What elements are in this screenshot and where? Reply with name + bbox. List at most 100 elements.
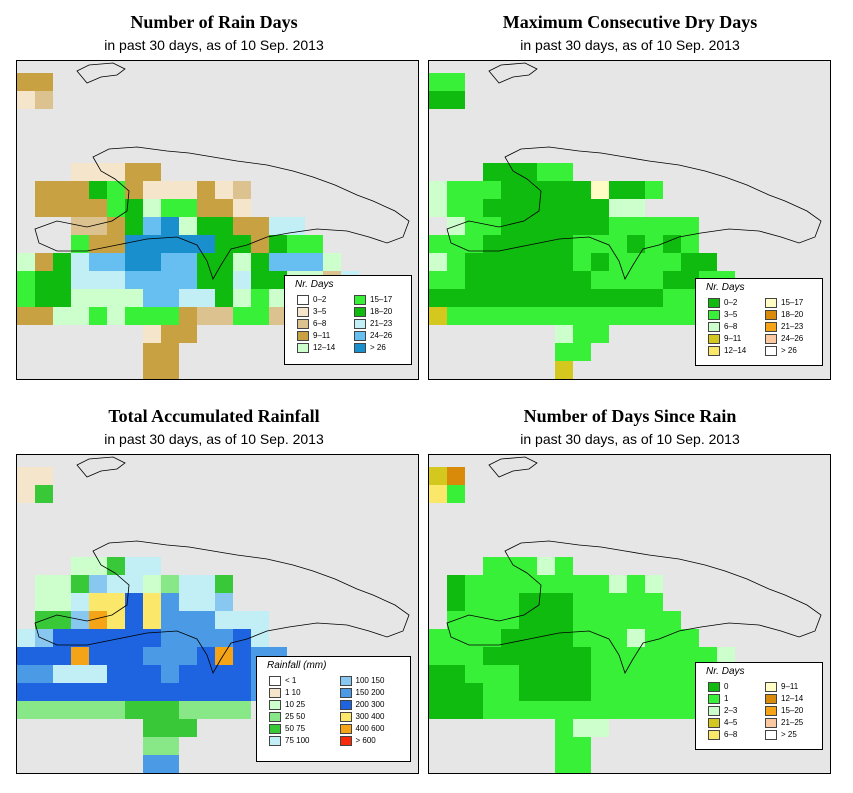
grid-cell	[107, 575, 125, 593]
legend-swatch	[339, 699, 352, 710]
grid-cell	[501, 611, 519, 629]
grid-cell	[215, 629, 233, 647]
grid-cell	[429, 467, 447, 485]
grid-cell	[53, 611, 71, 629]
legend-label: 400 600	[355, 724, 385, 733]
grid-cell	[215, 701, 233, 719]
legend-label: 75 100	[285, 736, 310, 745]
grid-cell	[591, 325, 609, 343]
map-rain-days	[16, 60, 419, 380]
grid-cell	[287, 235, 305, 253]
coastline	[488, 62, 538, 84]
grid-cell	[537, 683, 555, 701]
grid-cell	[573, 217, 591, 235]
legend-label: 15–17	[781, 298, 804, 307]
legend-item: 15–17	[765, 297, 803, 308]
grid-cell	[143, 343, 161, 361]
grid-cell	[555, 737, 573, 755]
grid-cell	[35, 575, 53, 593]
grid-cell	[681, 701, 699, 719]
grid-cell	[251, 307, 269, 325]
legend-label: 50 75	[285, 724, 306, 733]
grid-cell	[143, 181, 161, 199]
legend-swatch	[708, 717, 720, 728]
grid-cell	[53, 271, 71, 289]
legend-rain-days: Nr. Days 0–2 3–5 6–8 9–11 12–14 15–17 18–20 21–…	[284, 275, 412, 365]
grid-cell	[537, 593, 555, 611]
legend-label: 12–14	[781, 694, 804, 703]
grid-cell	[107, 253, 125, 271]
grid-cell	[197, 629, 215, 647]
grid-cell	[143, 647, 161, 665]
grid-cell	[143, 253, 161, 271]
grid-cell	[501, 665, 519, 683]
grid-cell	[609, 701, 627, 719]
grid-cell	[35, 629, 53, 647]
grid-cell	[53, 683, 71, 701]
map-grid-days-since-rain	[429, 456, 822, 773]
grid-cell	[35, 199, 53, 217]
legend-label: 24–26	[370, 331, 393, 340]
legend-item: < 1	[269, 675, 296, 686]
grid-cell	[645, 235, 663, 253]
map-grid-rainfall	[17, 456, 410, 773]
grid-cell	[627, 217, 645, 235]
legend-swatch	[708, 333, 720, 344]
map-days-since-rain	[428, 454, 831, 774]
grid-cell	[537, 163, 555, 181]
grid-cell	[197, 181, 215, 199]
grid-cell	[179, 253, 197, 271]
grid-cell	[555, 575, 573, 593]
grid-cell	[519, 611, 537, 629]
grid-cell	[125, 181, 143, 199]
legend-swatch	[354, 330, 366, 341]
grid-cell	[233, 217, 251, 235]
grid-cell	[537, 665, 555, 683]
legend-item: 6–8	[297, 318, 326, 329]
legend-swatch	[765, 321, 777, 332]
panel-title: Maximum Consecutive Dry Days	[502, 12, 758, 32]
grid-cell	[143, 737, 161, 755]
grid-cell	[215, 271, 233, 289]
grid-cell	[17, 629, 35, 647]
grid-cell	[143, 271, 161, 289]
grid-cell	[197, 307, 215, 325]
legend-swatch	[354, 342, 366, 353]
grid-cell	[537, 701, 555, 719]
grid-cell	[143, 629, 161, 647]
grid-cell	[537, 199, 555, 217]
grid-cell	[555, 629, 573, 647]
legend-item: 0–2	[708, 297, 737, 308]
grid-cell	[179, 701, 197, 719]
legend-swatch	[339, 711, 352, 722]
grid-cell	[609, 289, 627, 307]
grid-cell	[681, 253, 699, 271]
grid-cell	[89, 271, 107, 289]
grid-cell	[215, 575, 233, 593]
legend-item: 75 100	[269, 735, 309, 746]
legend-item: 6–8	[708, 321, 737, 332]
coastline	[34, 146, 410, 280]
grid-cell	[645, 701, 663, 719]
legend-label: > 26	[781, 346, 797, 355]
grid-cell	[71, 199, 89, 217]
legend-item: 21–23	[354, 318, 392, 329]
legend-label: 1	[724, 694, 729, 703]
legend-swatch	[765, 297, 777, 308]
grid-cell	[143, 235, 161, 253]
grid-cell	[537, 181, 555, 199]
grid-cell	[519, 683, 537, 701]
legend-item: 24–26	[354, 330, 392, 341]
grid-cell	[537, 557, 555, 575]
legend-title: Nr. Days	[706, 666, 745, 677]
grid-cell	[645, 289, 663, 307]
grid-cell	[447, 647, 465, 665]
grid-cell	[627, 181, 645, 199]
grid-cell	[681, 665, 699, 683]
grid-cell	[161, 719, 179, 737]
grid-cell	[519, 647, 537, 665]
legend-swatch	[297, 342, 309, 353]
grid-cell	[233, 683, 251, 701]
grid-cell	[483, 271, 501, 289]
grid-cell	[125, 289, 143, 307]
